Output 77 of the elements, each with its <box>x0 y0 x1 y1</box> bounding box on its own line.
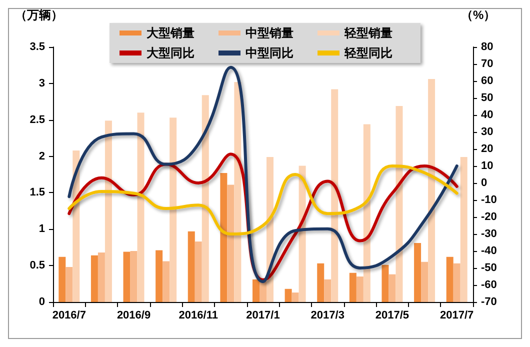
bar <box>90 255 98 302</box>
y2-tick-label: 60 <box>481 75 494 87</box>
x-tick-label: 2017/7 <box>440 310 474 322</box>
bar <box>421 262 428 302</box>
bar <box>58 256 66 302</box>
bar <box>460 157 468 302</box>
y2-tick-label: -10 <box>481 194 497 206</box>
legend-label: 大型同比 <box>146 46 194 60</box>
legend-label: 中型同比 <box>246 46 294 60</box>
bar <box>194 242 202 302</box>
y-tick-label: 2 <box>38 150 45 162</box>
y2-tick-label: -60 <box>481 279 497 291</box>
bar <box>453 263 460 302</box>
y2-tick-label: 30 <box>481 126 494 138</box>
legend-label: 轻型销量 <box>344 26 392 40</box>
legend-label: 轻型同比 <box>344 46 392 60</box>
bar <box>227 184 234 302</box>
bar <box>137 112 144 302</box>
bar <box>188 231 195 302</box>
line-series <box>68 164 458 236</box>
y2-tick-label: -30 <box>481 228 497 240</box>
bar <box>170 118 177 302</box>
bar <box>202 95 209 302</box>
y2-tick-label: -70 <box>481 296 497 308</box>
y2-tick-label: 40 <box>481 109 494 121</box>
bar <box>156 250 163 302</box>
y-tick-label: 3.5 <box>30 41 45 53</box>
bar <box>220 173 228 302</box>
y2-tick-label: 0 <box>481 177 488 189</box>
x-tick-label: 2016/11 <box>178 310 218 322</box>
bar <box>331 89 338 302</box>
bar <box>414 242 422 302</box>
y2-tick-label: 20 <box>481 143 494 155</box>
y-tick-label: 0.5 <box>30 260 45 272</box>
bar <box>162 261 170 302</box>
x-tick-label: 2016/9 <box>116 310 151 322</box>
bar <box>356 276 364 302</box>
bar <box>98 252 105 302</box>
bar <box>234 82 242 302</box>
x-tick-label: 2017/3 <box>310 310 344 322</box>
bar <box>292 292 299 302</box>
y2-tick-label: -50 <box>481 262 497 274</box>
bar <box>382 264 389 302</box>
y-axis-title: （万辆） <box>15 8 63 22</box>
x-tick-label: 2017/5 <box>375 310 410 322</box>
bar <box>388 274 396 302</box>
bar <box>317 263 324 302</box>
bar <box>324 279 332 302</box>
y2-tick-label: 10 <box>481 160 494 172</box>
y-tick-label: 2.5 <box>30 114 45 126</box>
y2-tick-label: 80 <box>481 41 494 53</box>
bar <box>66 267 73 302</box>
x-tick-label: 2016/7 <box>52 310 86 322</box>
line-series <box>68 66 458 284</box>
y-tick-label: 0 <box>38 296 45 308</box>
bar <box>260 280 266 302</box>
y-tick-label: 1.5 <box>30 186 45 199</box>
y2-tick-label: 50 <box>481 92 494 104</box>
bar <box>428 79 436 302</box>
y2-tick-label: -40 <box>481 245 497 257</box>
bar <box>446 256 454 302</box>
bar <box>349 272 356 302</box>
y-tick-label: 3 <box>38 77 45 90</box>
bar <box>396 106 403 302</box>
legend-label: 大型销量 <box>146 26 194 40</box>
y-tick-label: 1 <box>38 223 45 236</box>
bar <box>130 251 138 302</box>
bar <box>252 279 260 302</box>
bar <box>104 120 112 302</box>
y2-tick-label: 70 <box>481 58 494 70</box>
bar <box>363 124 370 302</box>
bar <box>284 288 292 302</box>
legend-label: 中型销量 <box>246 26 294 40</box>
y2-axis-title: （%） <box>461 8 496 22</box>
bar <box>123 252 130 302</box>
x-tick-label: 2017/1 <box>246 310 280 322</box>
y2-tick-label: -20 <box>481 211 497 223</box>
